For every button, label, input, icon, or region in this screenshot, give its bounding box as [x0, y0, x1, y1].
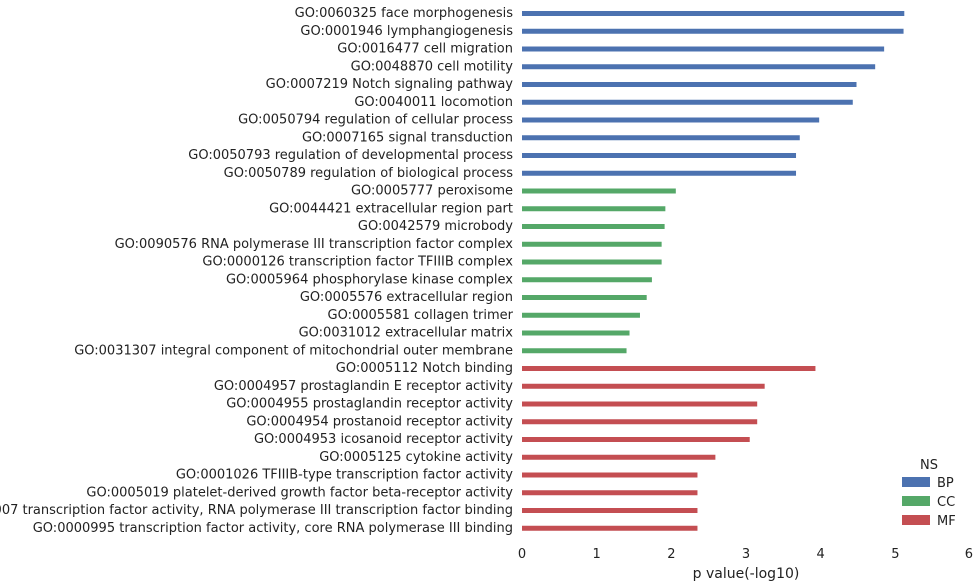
category-label: GO:0007165 signal transduction	[302, 130, 513, 145]
x-tick-label: 0	[518, 547, 526, 562]
bar-bp	[522, 153, 797, 158]
bar-bp	[522, 135, 800, 141]
category-label: GO:0048870 cell motility	[351, 59, 514, 74]
bar-bp	[522, 82, 857, 87]
category-label: GO:0001007 transcription factor activity…	[0, 503, 513, 518]
category-label: GO:0005576 extracellular region	[300, 290, 513, 305]
legend-label-mf: MF	[937, 514, 956, 529]
x-tick-label: 3	[742, 547, 750, 562]
bar-bp	[522, 170, 797, 176]
category-label: GO:0005581 collagen trimer	[328, 308, 514, 323]
x-tick-label: 4	[817, 547, 825, 562]
category-label: GO:0005019 platelet-derived growth facto…	[86, 485, 513, 500]
category-label: GO:0050793 regulation of developmental p…	[188, 148, 513, 163]
bar-cc	[522, 241, 662, 247]
bar-mf	[522, 525, 698, 531]
category-label: GO:0000995 transcription factor activity…	[33, 521, 513, 536]
category-label: GO:0042579 microbody	[358, 219, 513, 234]
x-tick-label: 5	[891, 547, 899, 562]
category-label: GO:0044421 extracellular region part	[269, 201, 513, 216]
category-label: GO:0005112 Notch binding	[336, 361, 513, 376]
category-label: GO:0004953 icosanoid receptor activity	[254, 432, 513, 447]
category-label: GO:0005125 cytokine activity	[319, 450, 513, 465]
bar-bp	[522, 99, 853, 105]
bar-mf	[522, 419, 758, 425]
bar-mf	[522, 437, 750, 442]
bar-cc	[522, 348, 627, 354]
bar-cc	[522, 330, 630, 336]
bar-mf	[522, 366, 816, 371]
legend: NS BP CC MF	[902, 458, 956, 529]
legend-swatch-mf	[902, 515, 930, 525]
category-label: GO:0004957 prostaglandin E receptor acti…	[214, 379, 513, 394]
bar-bp	[522, 46, 885, 52]
category-label: GO:0001026 TFIIIB-type transcription fac…	[176, 468, 513, 483]
bar-bp	[522, 64, 876, 70]
category-label: GO:0004954 prostanoid receptor activity	[246, 414, 513, 429]
legend-label-bp: BP	[937, 476, 954, 491]
bar-cc	[522, 188, 676, 194]
category-label: GO:0040011 locomotion	[354, 95, 513, 110]
bar-mf	[522, 383, 765, 389]
bar-cc	[522, 277, 652, 283]
category-label: GO:0050789 regulation of biological proc…	[224, 166, 514, 181]
category-label: GO:0001946 lymphangiogenesis	[300, 24, 513, 39]
legend-swatch-cc	[902, 496, 930, 506]
category-label: GO:0060325 face morphogenesis	[295, 6, 514, 21]
legend-swatch-bp	[902, 477, 930, 487]
bar-bp	[522, 117, 820, 123]
x-tick-label: 1	[593, 547, 601, 562]
category-label: GO:0090576 RNA polymerase III transcript…	[115, 237, 514, 252]
legend-title: NS	[920, 458, 938, 473]
x-tick-label: 2	[667, 547, 675, 562]
category-label: GO:0016477 cell migration	[337, 42, 513, 57]
x-axis: 0 1 2 3 4 5 6	[518, 547, 973, 562]
legend-label-cc: CC	[937, 495, 955, 510]
bar-mf	[522, 490, 698, 496]
category-label: GO:0031012 extracellular matrix	[299, 326, 514, 341]
bar-cc	[522, 295, 647, 300]
bar-bp	[522, 28, 904, 34]
bar-bp	[522, 11, 905, 16]
category-label: GO:0031307 integral component of mitocho…	[74, 343, 513, 358]
bar-mf	[522, 401, 758, 407]
category-label: GO:0005964 phosphorylase kinase complex	[226, 272, 513, 287]
category-label: GO:0007219 Notch signaling pathway	[266, 77, 514, 92]
category-label: GO:0005777 peroxisome	[351, 184, 513, 199]
x-tick-label: 6	[965, 547, 973, 562]
bar-cc	[522, 312, 640, 318]
bar-mf	[522, 454, 716, 460]
bar-cc	[522, 259, 662, 265]
bar-mf	[522, 472, 698, 478]
category-label: GO:0050794 regulation of cellular proces…	[238, 113, 513, 128]
category-label: GO:0000126 transcription factor TFIIIB c…	[202, 255, 513, 270]
category-label: GO:0004955 prostaglandin receptor activi…	[226, 397, 513, 412]
category-labels: GO:0060325 face morphogenesis GO:0001946 …	[0, 6, 514, 536]
bar-cc	[522, 224, 665, 229]
bars-layer	[522, 11, 905, 531]
bar-cc	[522, 206, 666, 212]
bar-mf	[522, 508, 698, 513]
x-axis-title: p value(-log10)	[693, 566, 800, 582]
